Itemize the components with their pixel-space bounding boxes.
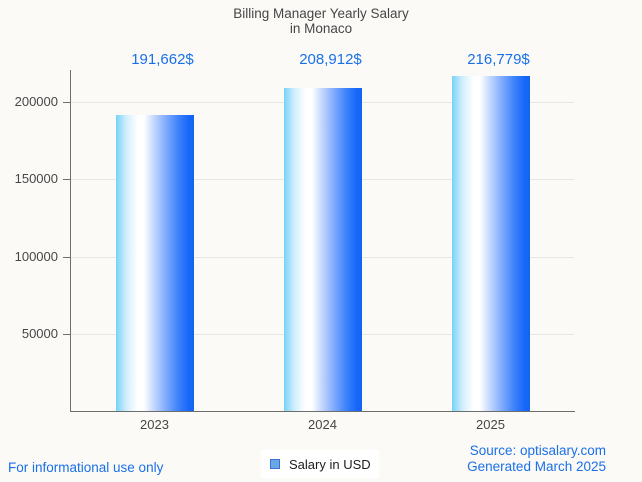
legend-marker-icon — [270, 459, 280, 469]
bar-2023 — [115, 114, 194, 411]
legend-label: Salary in USD — [289, 456, 371, 472]
bar-value-label-2024: 208,912$ — [299, 51, 362, 68]
bar-2024 — [283, 88, 362, 411]
chart-title-line1: Billing Manager Yearly Salary — [233, 6, 409, 21]
ytick-label-50000: 50000 — [21, 326, 58, 341]
ytick-mark-200000 — [63, 102, 70, 103]
disclaimer-note: For informational use only — [8, 460, 164, 475]
ytick-mark-150000 — [63, 179, 70, 181]
chart-title-line2: in Monaco — [289, 20, 353, 36]
source-line: Source: optisalary.com — [469, 443, 606, 458]
ytick-label-150000: 150000 — [14, 171, 58, 186]
xtick-label-2025: 2025 — [476, 417, 505, 432]
bar-value-label-2023: 191,662$ — [131, 51, 194, 68]
source-attribution: Source: optisalary.com Generated March 2… — [467, 443, 606, 474]
y-axis-line — [70, 70, 71, 411]
bar-2025 — [451, 76, 530, 411]
ytick-label-200000: 200000 — [14, 94, 58, 109]
ytick-label-100000: 100000 — [14, 249, 58, 264]
generated-line: Generated March 2025 — [467, 458, 606, 474]
ytick-mark-50000 — [63, 333, 70, 335]
ytick-mark-100000 — [63, 256, 70, 258]
legend: Salary in USD — [261, 450, 379, 478]
bar-value-label-2025: 216,779$ — [467, 51, 530, 68]
xtick-label-2024: 2024 — [308, 417, 337, 432]
xtick-label-2023: 2023 — [140, 417, 169, 432]
x-axis-line — [70, 411, 575, 412]
